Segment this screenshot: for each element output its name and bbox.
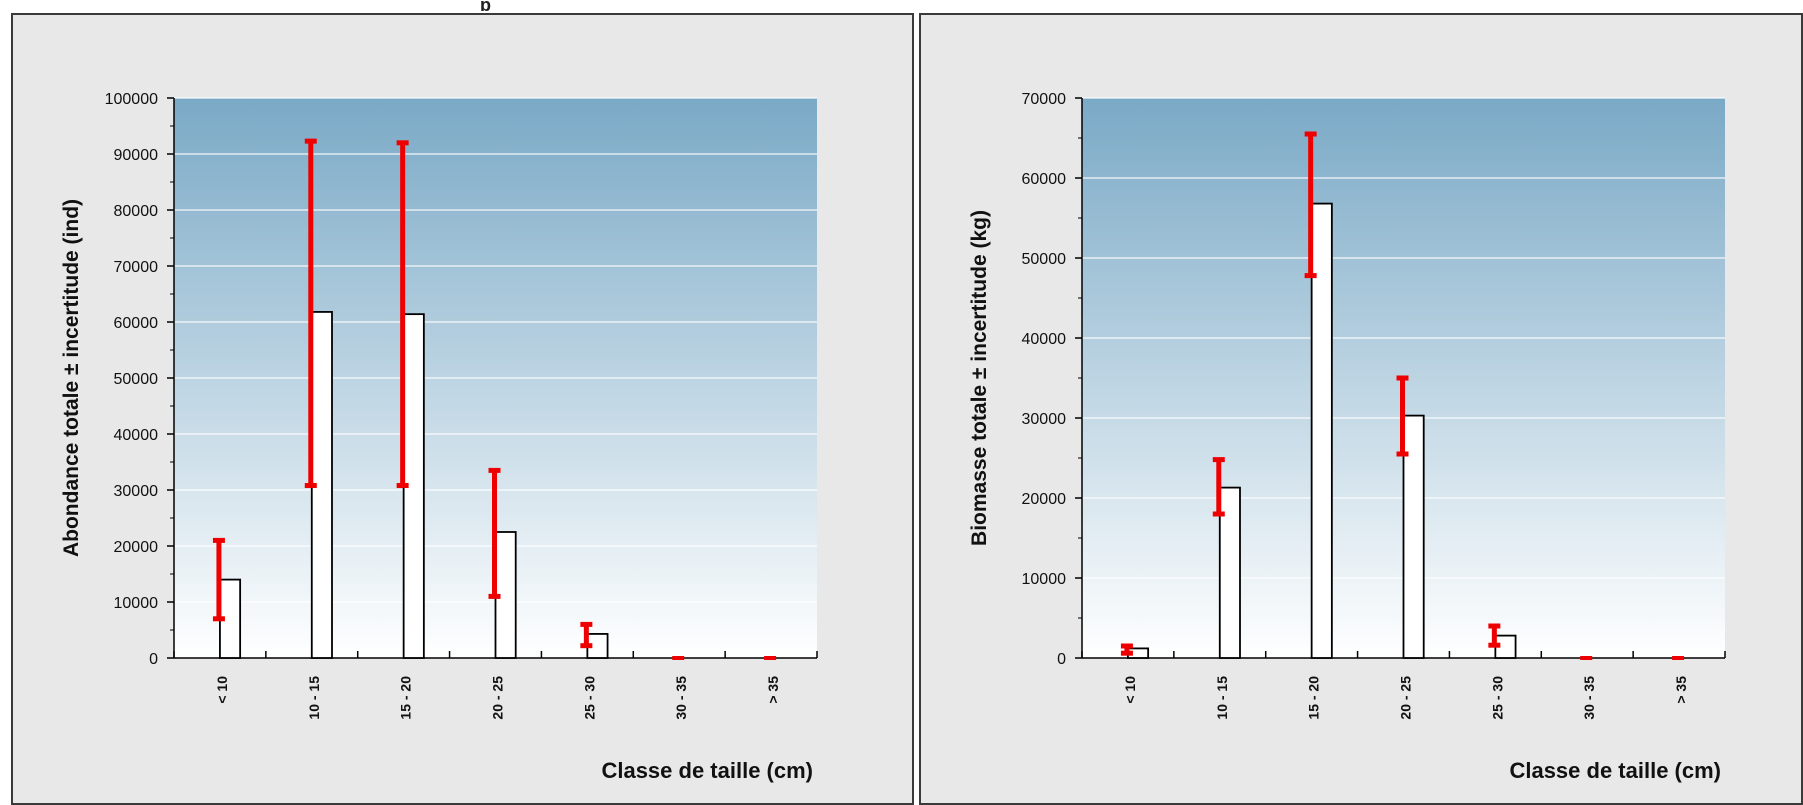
- y-tick-label: 80000: [114, 203, 159, 220]
- biomass-chart-panel: 0 10000 20000 30000 40000 50000 60000 70000 < 10…: [919, 13, 1803, 805]
- y-axis-title: Abondance totale ± incertitude (ind): [60, 199, 83, 557]
- y-tick-label: 30000: [1022, 411, 1067, 428]
- x-tick-label: 10 - 15: [306, 676, 322, 720]
- biomass-chart: 0 10000 20000 30000 40000 50000 60000 70000 < 10…: [968, 91, 1726, 783]
- y-tick-label: 0: [1057, 651, 1066, 668]
- y-tick-label: 60000: [114, 315, 159, 332]
- y-tick-label: 90000: [114, 147, 159, 164]
- y-tick-label: 0: [149, 651, 158, 668]
- y-tick-label: 50000: [1022, 251, 1067, 268]
- y-tick-label: 10000: [114, 595, 159, 612]
- x-tick-label: 25 - 30: [1489, 676, 1505, 720]
- x-tick-label: 15 - 20: [398, 676, 414, 720]
- x-tick-label: 10 - 15: [1214, 676, 1230, 720]
- y-tick-label: 40000: [114, 427, 159, 444]
- y-tick-label: 10000: [1022, 571, 1067, 588]
- x-tick-label: 20 - 25: [490, 676, 506, 720]
- x-tick-label: 30 - 35: [1581, 676, 1597, 720]
- y-axis-title: Biomasse totale ± incertitude (kg): [968, 210, 991, 546]
- x-axis-title: Classe de taille (cm): [1509, 758, 1721, 783]
- y-tick-label: 60000: [1022, 171, 1067, 188]
- x-tick-label: 25 - 30: [581, 676, 597, 720]
- bar: [1402, 414, 1425, 659]
- y-tick-label: 20000: [114, 539, 159, 556]
- x-tick-label: 20 - 25: [1398, 676, 1414, 720]
- x-axis-title: Classe de taille (cm): [601, 758, 813, 783]
- x-tick-label: 15 - 20: [1306, 676, 1322, 720]
- x-tick-label: > 35: [765, 676, 781, 704]
- x-tick-label: 30 - 35: [673, 676, 689, 720]
- y-tick-label: 70000: [114, 259, 159, 276]
- y-tick-label: 20000: [1022, 491, 1067, 508]
- bar: [1218, 486, 1241, 659]
- abundance-chart: 0 10000 20000 30000 40000 50000 60000 70000 8000…: [60, 91, 818, 783]
- header-title-fragment: p: [480, 0, 491, 11]
- y-tick-label: 50000: [114, 371, 159, 388]
- y-tick-label: 30000: [114, 483, 159, 500]
- y-tick-label: 100000: [105, 91, 158, 108]
- abundance-chart-panel: 0 10000 20000 30000 40000 50000 60000 70000 8000…: [11, 13, 914, 805]
- bar: [1310, 202, 1333, 659]
- y-tick-label: 40000: [1022, 331, 1067, 348]
- x-tick-label: > 35: [1673, 676, 1689, 704]
- x-tick-label: < 10: [1122, 676, 1138, 704]
- y-tick-label: 70000: [1022, 91, 1067, 108]
- x-tick-label: < 10: [214, 676, 230, 704]
